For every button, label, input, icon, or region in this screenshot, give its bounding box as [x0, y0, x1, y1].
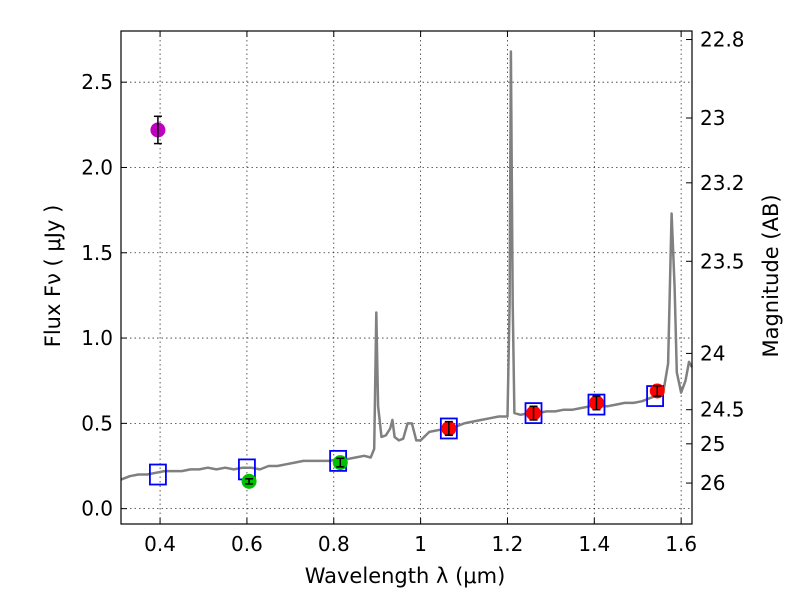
- y-tick-label: 0.0: [81, 497, 113, 521]
- x-tick-label: 1.2: [492, 532, 524, 556]
- x-tick-label: 1.4: [578, 532, 610, 556]
- mag-tick-label: 23.5: [700, 249, 745, 273]
- y-tick-label: 1.5: [81, 241, 113, 265]
- mag-tick-label: 25: [700, 432, 725, 456]
- mag-tick-label: 26: [700, 471, 725, 495]
- right-axis-label: Magnitude (AB): [759, 194, 783, 357]
- x-axis-label: Wavelength λ (μm): [305, 564, 506, 588]
- x-tick-label: 0.4: [144, 532, 176, 556]
- mag-tick-label: 23.2: [700, 171, 745, 195]
- y-axis-label: Flux Fν ( μJy ): [41, 205, 65, 348]
- y-tick-label: 2.5: [81, 70, 113, 94]
- x-tick-label: 1: [414, 532, 427, 556]
- model-photometry-square: [587, 393, 606, 416]
- y-tick-label: 0.5: [81, 411, 113, 435]
- mag-tick-label: 24.5: [700, 398, 745, 422]
- x-tick-label: 0.8: [318, 532, 350, 556]
- mag-tick-label: 23: [700, 106, 725, 130]
- y-tick-label: 2.0: [81, 155, 113, 179]
- x-tick-label: 0.6: [231, 532, 263, 556]
- y-tick-label: 1.0: [81, 326, 113, 350]
- model-photometry-square: [439, 417, 458, 440]
- mag-tick-label: 22.8: [700, 28, 745, 52]
- model-photometry-square: [149, 463, 167, 486]
- model-photometry-square: [524, 402, 543, 425]
- model-photometry-markers: [149, 385, 664, 486]
- x-tick-label: 1.6: [665, 532, 697, 556]
- observed-photometry-points: [150, 115, 665, 489]
- plot-frame: [120, 30, 693, 525]
- grid-lines: [121, 31, 692, 524]
- model-spectrum-line: [120, 50, 694, 481]
- mag-tick-label: 24: [700, 341, 725, 365]
- axis-ticks: 0.4 0.6 0.8 1 1.2 1.4 1.6 0.0 0.5 1.0 1.5 2.0 2.5 22.…: [81, 28, 744, 556]
